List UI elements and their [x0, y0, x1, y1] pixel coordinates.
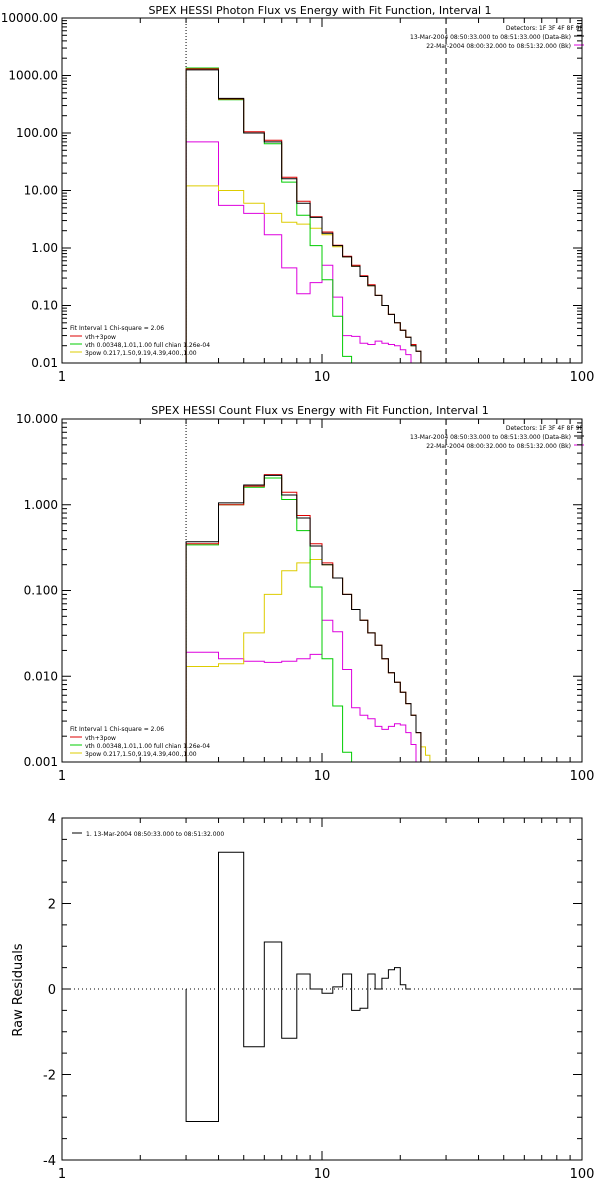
photon-legend-top-0: Detectors: 1F 3F 4F 8F 9F [506, 25, 584, 32]
y-tick-label: 100.00 [16, 126, 58, 140]
photon-legend-3pow: 3pow 0.217,1.50,9.19,4.39,400.,1.00 [85, 350, 197, 357]
x-tick-label: 10 [314, 769, 331, 784]
series-bk-line [185, 619, 417, 762]
series-residuals-line [185, 851, 411, 1122]
photon-flux-panel: SPEX HESSI Photon Flux vs Energy with Fi… [1, 4, 595, 385]
y-tick-label: 1000.00 [8, 69, 58, 83]
y-tick-label: 0.001 [24, 755, 58, 769]
y-tick-label: -4 [43, 1154, 56, 1169]
count-legend-fit: Fit Interval 1 Chi-square = 2.06 [70, 726, 164, 733]
y-tick-label: 1.00 [31, 241, 58, 255]
y-tick-label: 1.000 [24, 498, 58, 512]
x-tick-label: 1 [58, 370, 66, 385]
y-tick-label: 0 [48, 983, 56, 998]
x-tick-label: 100 [570, 769, 595, 784]
y-tick-label: -2 [43, 1069, 56, 1084]
count-legend-total: vth+3pow [85, 735, 116, 742]
photon-flux-title: SPEX HESSI Photon Flux vs Energy with Fi… [148, 4, 491, 17]
y-tick-label: 0.010 [24, 669, 58, 683]
residuals-ylabel: Raw Residuals [11, 943, 26, 1036]
count-legend-top-1: 13-Mar-2004 08:50:33.000 to 08:51:33.000… [410, 434, 571, 441]
y-tick-label: 10.000 [16, 412, 58, 426]
photon-legend-vth: vth 0.00348,1.01,1.00 full chian 1.26e-0… [85, 342, 210, 349]
series-data-bk-line [185, 474, 422, 762]
y-tick-label: 10.00 [24, 184, 58, 198]
y-tick-label: 10000.00 [1, 11, 58, 25]
x-tick-label: 1 [58, 1167, 66, 1182]
series-bk-line [185, 141, 416, 364]
y-tick-label: 0.100 [24, 584, 58, 598]
photon-legend-total: vth+3pow [85, 334, 116, 341]
photon-legend-fit: Fit Interval 1 Chi-square = 2.06 [70, 325, 164, 332]
y-tick-label: 4 [48, 812, 56, 827]
residuals-legend: 1. 13-Mar-2004 08:50:33.000 to 08:51:32.… [86, 831, 224, 838]
x-tick-label: 10 [314, 370, 331, 385]
y-tick-label: 0.10 [31, 299, 58, 313]
x-tick-label: 100 [570, 370, 595, 385]
series-vth-line [185, 67, 360, 364]
count-legend-top-0: Detectors: 1F 3F 4F 8F 9F [506, 425, 584, 432]
photon-legend-top-2: 22-Mar-2004 08:00:32.000 to 08:51:32.000… [426, 43, 571, 50]
count-legend-top-2: 22-Mar-2004 08:00:32.000 to 08:51:32.000… [426, 443, 571, 450]
x-tick-label: 1 [58, 769, 66, 784]
x-tick-label: 100 [570, 1167, 595, 1182]
y-tick-label: 0.01 [31, 356, 58, 370]
count-flux-title: SPEX HESSI Count Flux vs Energy with Fit… [151, 404, 488, 417]
series-data-bk-line [185, 69, 422, 363]
residuals-panel: Raw Residuals 1. 13-Mar-2004 08:50:33.00… [11, 812, 594, 1182]
y-tick-label: 2 [48, 898, 56, 913]
count-legend-3pow: 3pow 0.217,1.50,9.19,4.39,400.,1.00 [85, 751, 197, 758]
count-flux-panel: SPEX HESSI Count Flux vs Energy with Fit… [16, 404, 594, 784]
photon-legend-top-1: 13-Mar-2004 08:50:33.000 to 08:51:33.000… [410, 34, 571, 41]
x-tick-label: 10 [314, 1167, 331, 1182]
count-legend-vth: vth 0.00348,1.01,1.00 full chian 1.26e-0… [85, 743, 210, 750]
